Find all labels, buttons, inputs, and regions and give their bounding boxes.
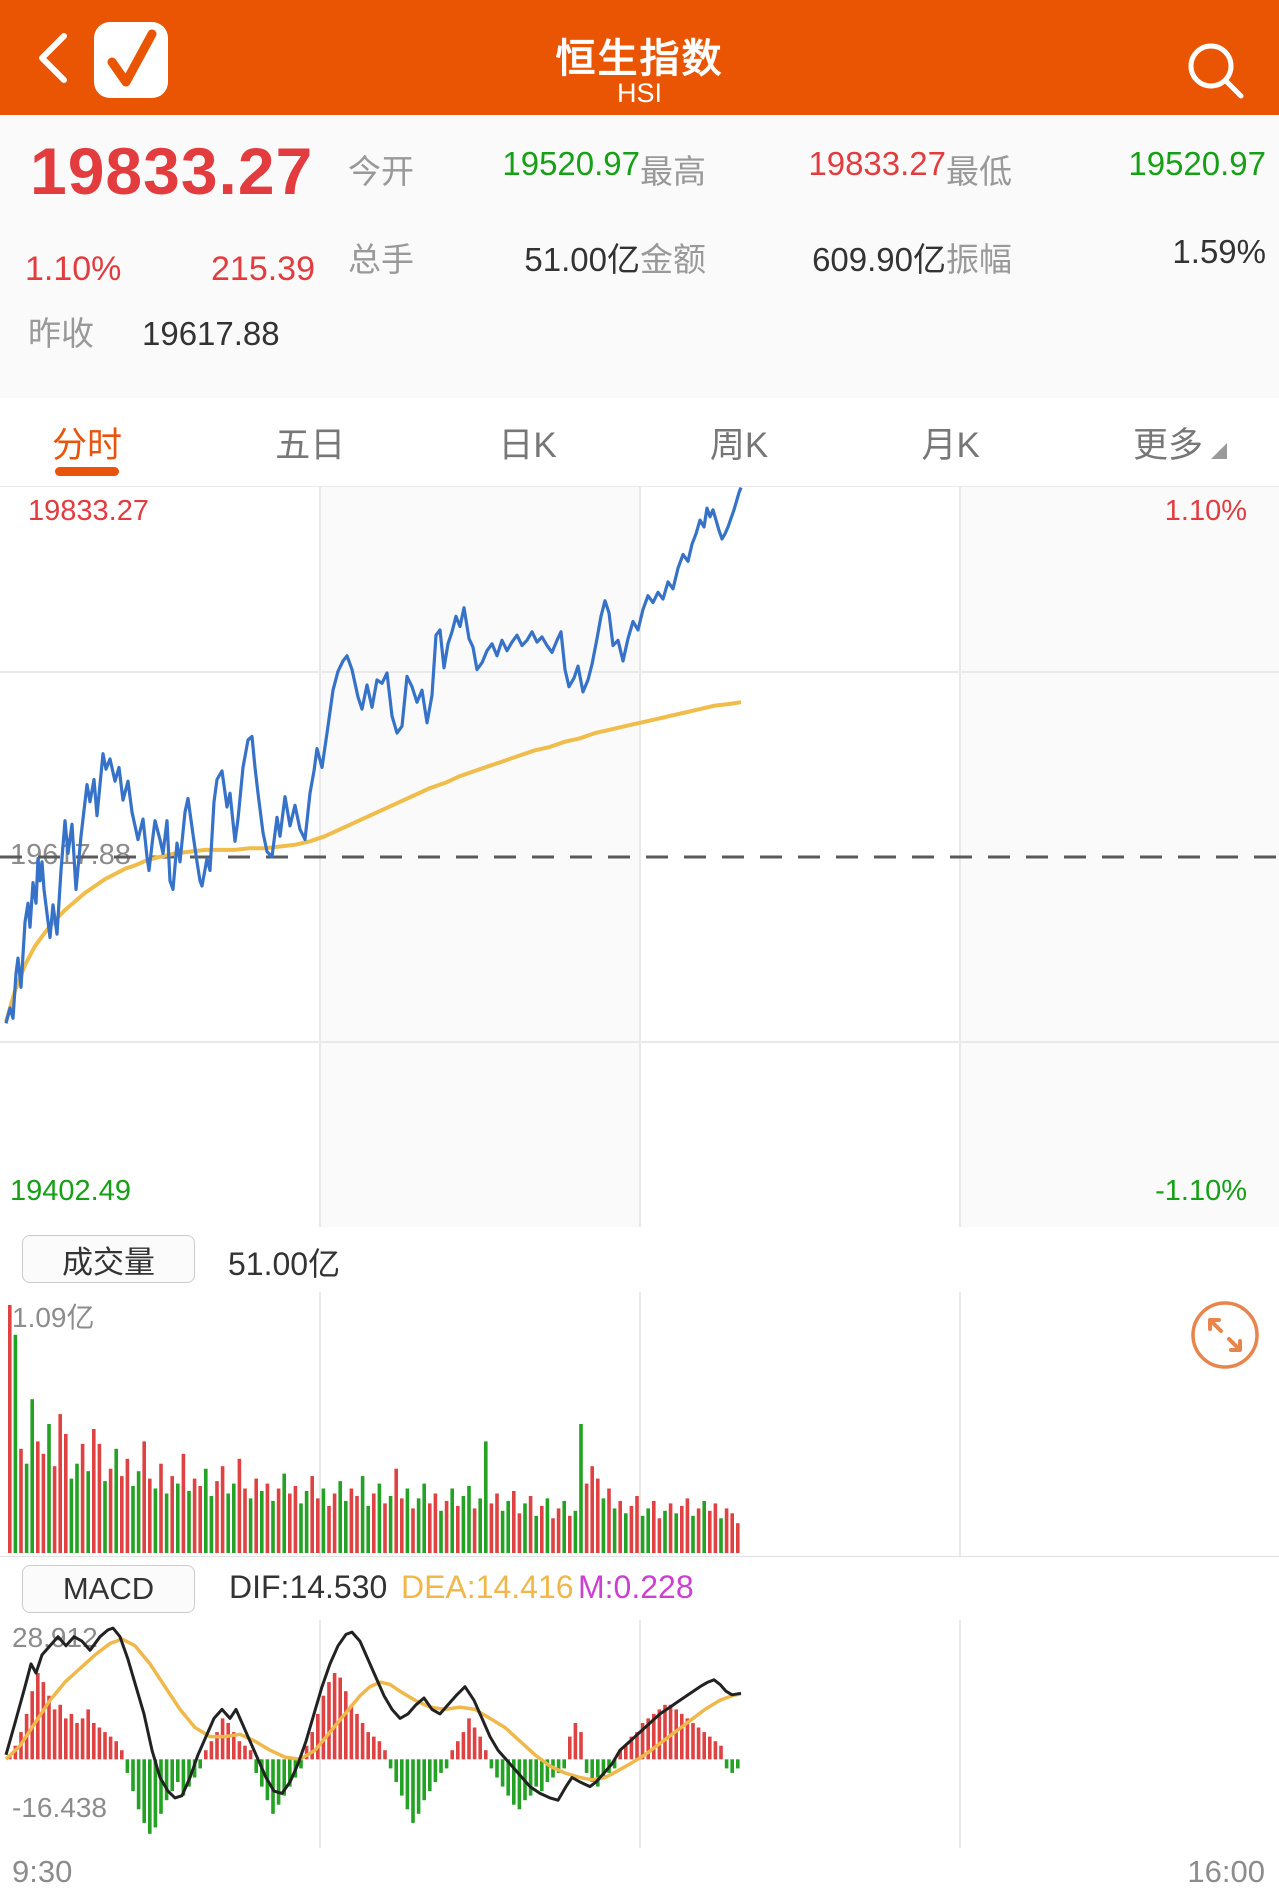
tab-monthly-k[interactable]: 月K xyxy=(921,425,980,465)
prev-close-label: 昨收 xyxy=(28,315,94,352)
macd-dea-value: DEA:14.416 xyxy=(401,1569,574,1605)
change-absolute: 215.39 xyxy=(211,250,315,288)
macd-dif-value: DIF:14.530 xyxy=(229,1569,388,1605)
back-button[interactable] xyxy=(30,30,76,86)
tab-5day[interactable]: 五日 xyxy=(275,425,346,465)
volume-chart-panel[interactable]: 1.09亿 xyxy=(0,1292,1279,1556)
stat-low: 最低 19520.97 xyxy=(946,145,1266,190)
period-tabs: 分时 五日 日K 周K 月K 更多 xyxy=(0,398,1279,487)
macd-max-label: 28.912 xyxy=(12,1622,98,1653)
change-row: 1.10% 215.39 xyxy=(25,250,315,289)
stats-grid: 今开 19520.97 最高 19833.27 最低 19520.97 总手 51.00… xyxy=(348,145,1266,281)
macd-m-value: M:0.228 xyxy=(578,1569,694,1605)
volume-max-label: 1.09亿 xyxy=(12,1302,95,1333)
time-end-label: 16:00 xyxy=(1187,1854,1265,1889)
stat-volume: 总手 51.00亿 xyxy=(348,241,640,278)
macd-min-label: -16.438 xyxy=(12,1792,107,1823)
prev-close-row: 昨收 19617.88 xyxy=(28,307,280,355)
time-start-label: 9:30 xyxy=(12,1854,73,1889)
volume-header: 成交量 51.00亿 xyxy=(0,1227,1279,1292)
macd-chart-panel[interactable]: 28.912 -16.438 xyxy=(0,1620,1279,1849)
stat-high: 最高 19833.27 xyxy=(640,145,946,190)
page-subtitle: HSI xyxy=(616,78,662,108)
stat-turnover: 金额 609.90亿 xyxy=(640,241,946,278)
macd-header: MACD DIF:14.530 DEA:14.416 M:0.228 xyxy=(0,1556,1279,1621)
page-title: 恒生指数 xyxy=(555,37,724,81)
change-percent: 1.10% xyxy=(25,250,122,288)
chart-max-percent-label: 1.10% xyxy=(1164,495,1247,527)
price-chart-panel[interactable]: 19833.27 1.10% 19617.88 19402.49 -1.10% xyxy=(0,487,1279,1228)
chart-max-price-label: 19833.27 xyxy=(28,495,149,527)
tab-weekly-k[interactable]: 周K xyxy=(709,425,769,465)
prev-close-value: 19617.88 xyxy=(142,315,280,352)
stat-open: 今开 19520.97 xyxy=(348,145,640,190)
active-tab-underline xyxy=(55,467,119,476)
chart-min-price-label: 19402.49 xyxy=(10,1175,131,1207)
volume-total: 51.00亿 xyxy=(228,1246,341,1282)
tab-daily-k[interactable]: 日K xyxy=(498,425,557,465)
app-header: 恒生指数 HSI xyxy=(0,0,1279,115)
quote-summary: 19833.27 1.10% 215.39 昨收 19617.88 今开 19520… xyxy=(0,115,1279,399)
tab-minute[interactable]: 分时 xyxy=(52,398,122,486)
volume-bar-chart[interactable] xyxy=(0,1292,1279,1556)
macd-chart[interactable] xyxy=(0,1620,1279,1848)
app-check-icon[interactable] xyxy=(92,20,170,100)
chart-min-percent-label: -1.10% xyxy=(1155,1175,1247,1207)
price-line-chart[interactable] xyxy=(0,487,1279,1227)
volume-indicator-button[interactable]: 成交量 xyxy=(22,1235,195,1283)
macd-indicator-button[interactable]: MACD xyxy=(22,1565,195,1613)
expand-chart-button[interactable] xyxy=(1188,1298,1262,1372)
stat-amplitude: 振幅 1.59% xyxy=(946,233,1266,278)
time-axis: 9:30 16:00 xyxy=(0,1848,1279,1897)
dropdown-caret-icon xyxy=(1210,443,1227,459)
tab-more[interactable]: 更多 xyxy=(1133,398,1227,486)
last-price: 19833.27 xyxy=(30,134,314,208)
search-button[interactable] xyxy=(1181,36,1251,106)
